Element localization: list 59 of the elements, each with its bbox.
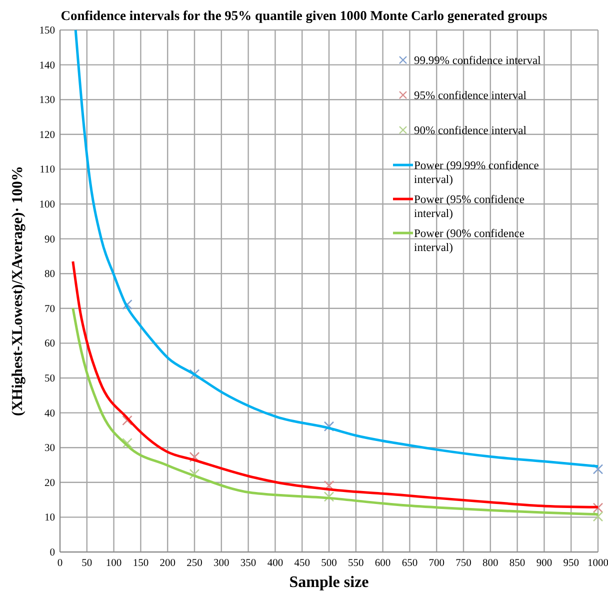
x-tick-label: 950 [563,558,579,569]
x-tick-label: 750 [456,558,472,569]
legend-label: 90% confidence interval [414,125,526,137]
point [324,421,334,432]
legend-label: Power (90% confidence interval) [414,228,524,254]
line-series [72,260,600,508]
y-tick-label: 20 [44,478,55,489]
chart-title: Confidence intervals for the 95% quantile given 1000 Monte Carlo generated groups [60,8,548,23]
x-tick-label: 900 [536,558,552,569]
x-tick-label: 650 [402,558,418,569]
line-series [74,28,600,468]
y-tick-label: 10 [44,512,55,524]
y-tick-label: 60 [44,338,55,350]
y-tick-label: 50 [44,374,55,384]
y-tick-label: 120 [39,130,55,141]
y-tick-label: 100 [39,200,55,210]
y-tick-label: 30 [44,443,55,454]
x-tick-label: 200 [160,558,176,569]
point [189,452,200,462]
legend-label: Power (99.99% confidence interval) [414,160,539,186]
y-tick-label: 110 [40,164,55,176]
point [592,502,604,513]
y-tick-label: 0 [50,548,55,558]
y-tick-label: 90 [44,234,55,246]
y-tick-label: 40 [44,408,55,420]
x-tick-label: 550 [348,558,364,569]
line-series [72,306,600,516]
point [189,468,200,480]
y-axis-title: (XHighest-XLowest)/XAverage)· 100% [10,166,26,416]
x-tick-label: 250 [186,558,202,569]
y-tick-label: 80 [44,269,55,280]
x-tick-label: 400 [267,558,284,569]
x-tick-label: 0 [57,558,63,569]
x-tick-label: 300 [214,558,230,569]
x-tick-label: 150 [132,558,149,569]
y-tick-label: 150 [39,26,55,36]
x-tick-label: 350 [240,558,256,569]
y-tick-label: 70 [44,304,55,315]
x-tick-label: 100 [106,558,122,569]
x-tick-label: 1000 [588,558,608,569]
legend-label: Power (95% confidence interval) [414,194,524,220]
x-tick-label: 700 [428,558,444,569]
point [122,415,132,426]
point [122,438,132,448]
x-tick-label: 450 [294,558,310,569]
y-tick-label: 130 [39,95,55,106]
x-tick-label: 850 [509,558,526,569]
legend-label: 95% confidence interval [414,90,526,102]
x-tick-label: 50 [82,558,92,569]
x-tick-label: 500 [321,558,337,569]
x-axis-title: Sample size [289,574,369,591]
x-tick-label: 600 [374,558,391,569]
x-tick-label: 800 [482,558,498,569]
legend-label: 99.99% confidence interval [414,55,541,67]
point [592,464,604,474]
point [592,511,604,522]
point [324,492,334,502]
y-tick-label: 140 [39,60,55,72]
point [189,369,200,380]
